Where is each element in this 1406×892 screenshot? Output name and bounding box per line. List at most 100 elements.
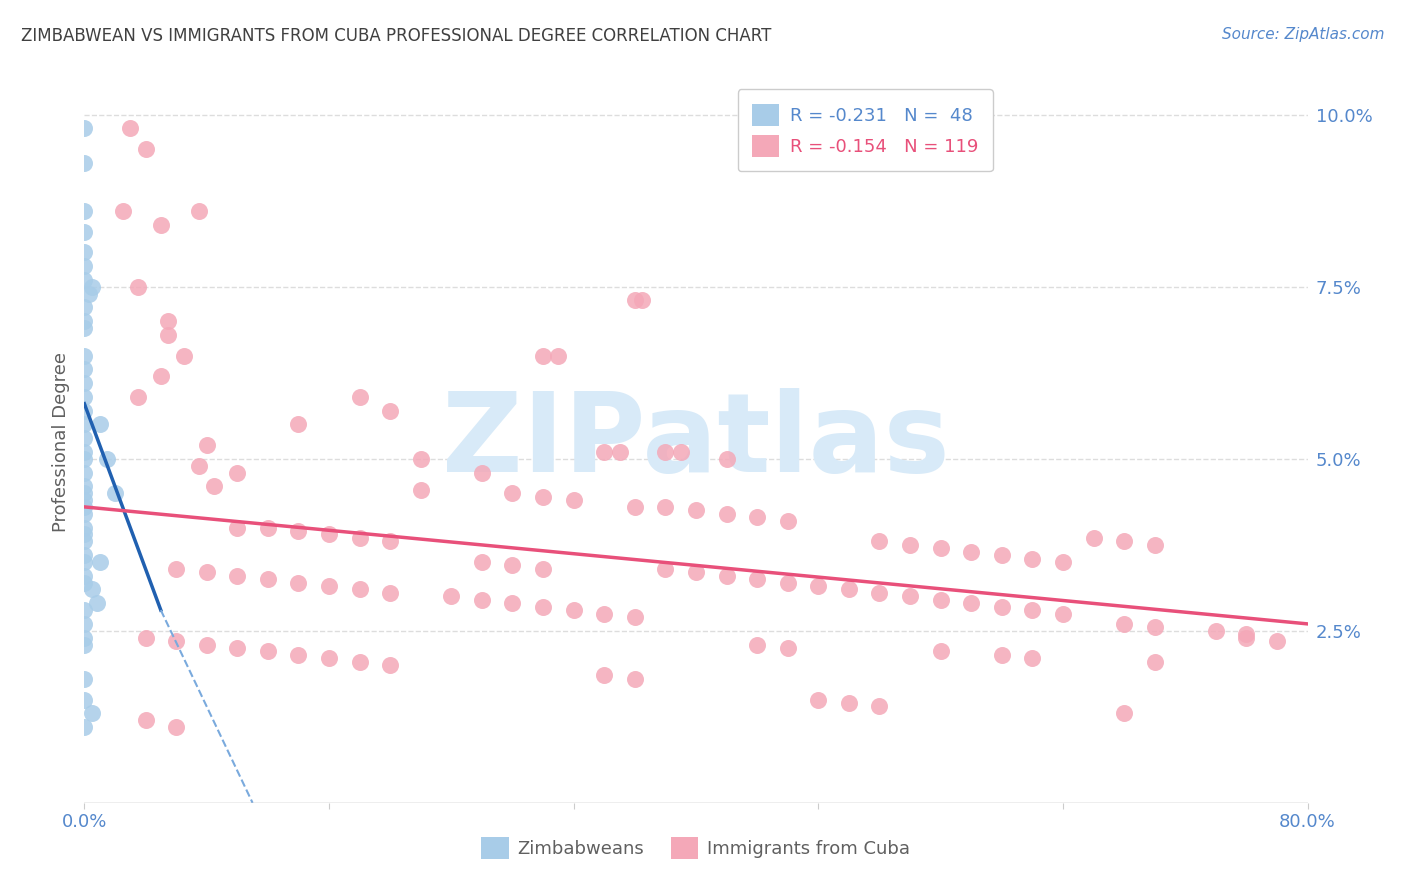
Point: [1236, 631, 1258, 645]
Point: [869, 586, 891, 600]
Point: [73, 273, 96, 287]
Point: [257, 644, 280, 658]
Point: [380, 403, 402, 417]
Point: [624, 500, 647, 514]
Point: [77, 286, 100, 301]
Point: [73, 451, 96, 466]
Point: [195, 566, 218, 580]
Point: [960, 596, 983, 610]
Point: [1052, 607, 1074, 621]
Point: [73, 527, 96, 541]
Point: [631, 293, 654, 308]
Point: [73, 631, 96, 645]
Point: [257, 572, 280, 586]
Point: [776, 640, 799, 655]
Point: [73, 225, 96, 239]
Point: [531, 562, 554, 576]
Point: [73, 638, 96, 652]
Text: ZIMBABWEAN VS IMMIGRANTS FROM CUBA PROFESSIONAL DEGREE CORRELATION CHART: ZIMBABWEAN VS IMMIGRANTS FROM CUBA PROFE…: [21, 27, 772, 45]
Point: [349, 531, 371, 545]
Point: [86, 596, 108, 610]
Point: [685, 503, 707, 517]
Point: [287, 524, 309, 538]
Point: [929, 592, 952, 607]
Point: [111, 204, 134, 219]
Point: [562, 603, 585, 617]
Point: [593, 607, 616, 621]
Point: [149, 218, 172, 232]
Point: [1021, 603, 1043, 617]
Point: [226, 568, 249, 582]
Point: [127, 279, 149, 293]
Point: [73, 479, 96, 493]
Point: [380, 586, 402, 600]
Point: [747, 510, 769, 524]
Point: [1052, 555, 1074, 569]
Point: [838, 582, 860, 597]
Point: [502, 558, 524, 573]
Point: [89, 555, 111, 569]
Point: [73, 548, 96, 562]
Point: [73, 349, 96, 363]
Point: [80, 706, 103, 721]
Point: [685, 566, 707, 580]
Point: [73, 431, 96, 445]
Point: [73, 672, 96, 686]
Point: [440, 590, 463, 604]
Y-axis label: Professional Degree: Professional Degree: [52, 351, 70, 532]
Point: [165, 634, 187, 648]
Point: [226, 640, 249, 655]
Point: [318, 579, 340, 593]
Point: [991, 599, 1014, 614]
Point: [349, 390, 371, 404]
Point: [188, 458, 211, 473]
Point: [195, 638, 218, 652]
Point: [80, 582, 103, 597]
Point: [73, 493, 96, 508]
Point: [73, 156, 96, 170]
Point: [624, 610, 647, 624]
Text: ZIPatlas: ZIPatlas: [441, 388, 950, 495]
Point: [960, 544, 983, 558]
Point: [73, 575, 96, 590]
Point: [73, 534, 96, 549]
Text: Source: ZipAtlas.com: Source: ZipAtlas.com: [1222, 27, 1385, 42]
Point: [127, 390, 149, 404]
Point: [716, 451, 738, 466]
Point: [669, 445, 692, 459]
Point: [73, 568, 96, 582]
Point: [776, 514, 799, 528]
Point: [1083, 531, 1105, 545]
Point: [838, 696, 860, 710]
Point: [869, 534, 891, 549]
Point: [380, 658, 402, 673]
Point: [73, 555, 96, 569]
Point: [609, 445, 631, 459]
Point: [807, 692, 830, 706]
Point: [869, 699, 891, 714]
Point: [1143, 655, 1166, 669]
Point: [165, 720, 187, 734]
Point: [807, 579, 830, 593]
Point: [73, 466, 96, 480]
Point: [1236, 627, 1258, 641]
Point: [73, 390, 96, 404]
Point: [135, 631, 157, 645]
Point: [409, 451, 432, 466]
Point: [73, 403, 96, 417]
Point: [73, 362, 96, 376]
Point: [349, 655, 371, 669]
Point: [991, 548, 1014, 562]
Point: [1143, 538, 1166, 552]
Point: [929, 644, 952, 658]
Point: [226, 520, 249, 534]
Point: [531, 490, 554, 504]
Point: [73, 692, 96, 706]
Point: [202, 479, 225, 493]
Point: [716, 568, 738, 582]
Legend: Zimbabweans, Immigrants from Cuba: Zimbabweans, Immigrants from Cuba: [474, 830, 918, 866]
Point: [380, 534, 402, 549]
Point: [471, 555, 494, 569]
Point: [624, 672, 647, 686]
Point: [1114, 706, 1136, 721]
